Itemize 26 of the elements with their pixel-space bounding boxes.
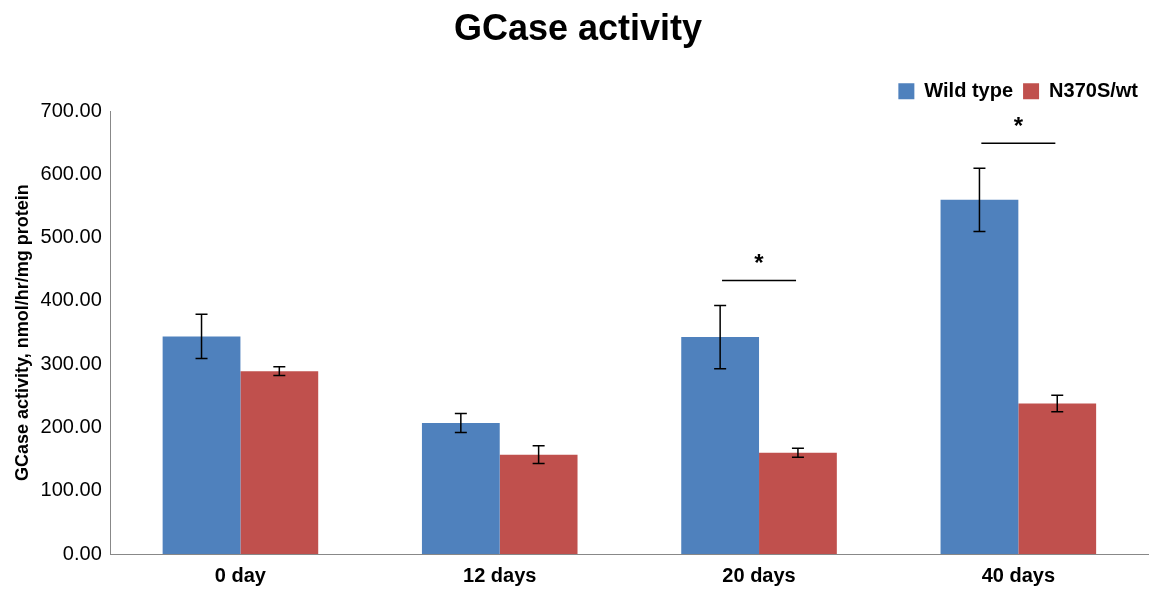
x-tick-label: 12 days [463, 563, 537, 586]
bar [940, 199, 1019, 554]
y-tick-label: 300.00 [40, 351, 102, 374]
y-tick-label: 400.00 [40, 288, 102, 311]
y-tick-label: 200.00 [40, 415, 102, 437]
y-tick-label: 500.00 [40, 225, 102, 248]
annotation: * [1013, 111, 1024, 139]
y-tick-label: 700.00 [40, 98, 102, 121]
bar [240, 371, 319, 554]
bar [681, 337, 760, 554]
chart-title: GCase activity [453, 6, 703, 48]
bar [1018, 403, 1097, 554]
y-axis-title: GCase activity, nmol/hr/mg protein [11, 184, 32, 481]
x-tick-label: 40 days [981, 563, 1056, 586]
y-tick-label: 100.00 [40, 478, 102, 501]
x-tick-label: 0 day [214, 563, 267, 586]
y-tick-label: 0.00 [62, 541, 102, 564]
legend-label: N370S/wt [1049, 78, 1139, 101]
legend-label: Wild type [924, 78, 1014, 101]
bar [162, 336, 241, 554]
y-tick-label: 600.00 [40, 161, 102, 184]
bar [421, 423, 500, 554]
bar [499, 454, 578, 554]
bar [759, 452, 837, 554]
annotation: * [754, 249, 765, 277]
x-tick-label: 20 days [722, 563, 796, 586]
